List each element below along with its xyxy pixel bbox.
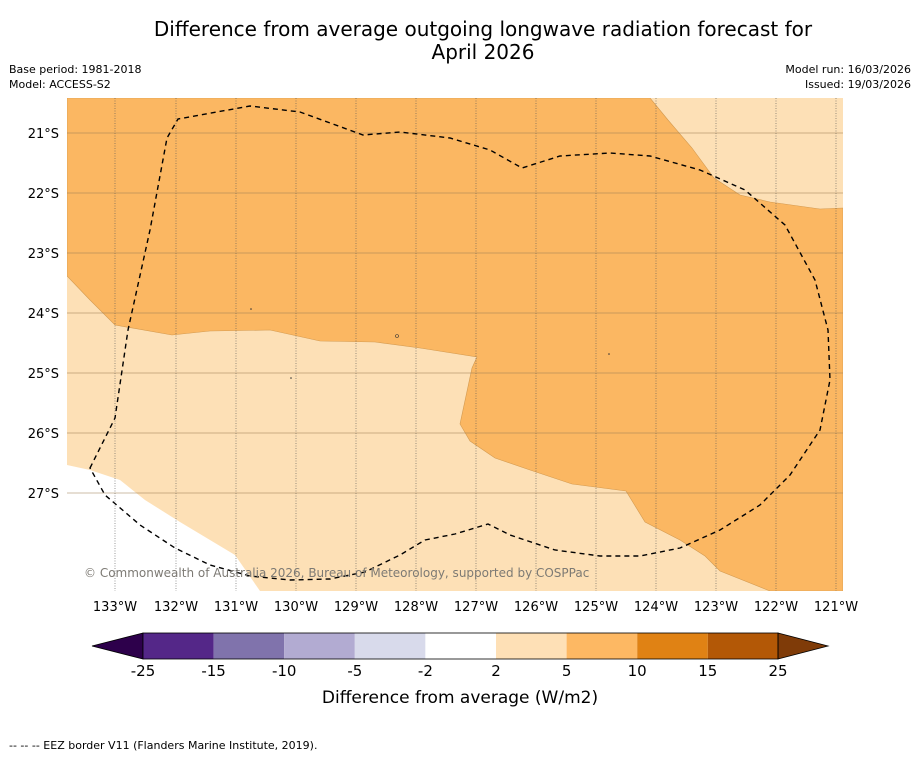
lon-label: 130°W <box>274 600 318 615</box>
lon-label: 124°W <box>634 600 678 615</box>
colorbar: -25 -15 -10 -5 -2 2 5 10 15 25 Differenc… <box>91 632 830 708</box>
lon-label: 125°W <box>574 600 618 615</box>
lat-label: 26°S <box>28 427 59 442</box>
colorbar-swatch <box>425 633 496 659</box>
meta-right: Model run: 16/03/2026 Issued: 19/03/2026 <box>785 62 911 92</box>
parallels <box>67 132 843 494</box>
colorbar-swatch <box>496 633 567 659</box>
lon-label: 123°W <box>694 600 738 615</box>
copyright-notice: © Commonwealth of Australia 2026, Bureau… <box>84 566 589 580</box>
lat-label: 22°S <box>28 187 59 202</box>
lon-label: 133°W <box>93 600 137 615</box>
islet-marker <box>250 308 252 310</box>
colorbar-tick: -15 <box>201 662 226 680</box>
issued-date: Issued: 19/03/2026 <box>804 78 911 91</box>
model-name: Model: ACCESS-S2 <box>9 78 111 91</box>
lon-label: 128°W <box>394 600 438 615</box>
model-run: Model run: 16/03/2026 <box>785 63 911 76</box>
lon-axis-labels: 133°W 132°W 131°W 130°W 129°W 128°W 127°… <box>93 600 858 615</box>
eez-legend-note: -- -- -- EEZ border V11 (Flanders Marine… <box>9 739 318 752</box>
lat-label: 24°S <box>28 307 59 322</box>
islet-marker <box>395 334 399 338</box>
colorbar-swatch <box>637 633 708 659</box>
lon-label: 131°W <box>214 600 258 615</box>
eez-border <box>89 105 831 581</box>
lat-label: 27°S <box>28 487 59 502</box>
colorbar-swatch <box>707 633 778 659</box>
lon-label: 122°W <box>754 600 798 615</box>
lat-axis-labels: 21°S 22°S 23°S 24°S 25°S 26°S 27°S <box>28 127 59 502</box>
lat-label: 21°S <box>28 127 59 142</box>
chart-title: Difference from average outgoing longwav… <box>0 18 919 64</box>
colorbar-tick: 5 <box>562 662 572 680</box>
meta-left: Base period: 1981-2018 Model: ACCESS-S2 <box>9 62 141 92</box>
map-area: © Commonwealth of Australia 2026, Bureau… <box>67 98 843 591</box>
colorbar-tick: 2 <box>491 662 501 680</box>
colorbar-tick: -5 <box>347 662 362 680</box>
lat-label: 23°S <box>28 247 59 262</box>
title-line-1: Difference from average outgoing longwav… <box>153 17 813 41</box>
colorbar-swatch <box>566 633 638 659</box>
colorbar-ticks: -25 -15 -10 -5 -2 2 5 10 15 25 <box>131 662 788 680</box>
colorbar-tick: 25 <box>768 662 787 680</box>
graticule <box>114 98 837 591</box>
base-period: Base period: 1981-2018 <box>9 63 142 76</box>
title-line-2: April 2026 <box>431 40 535 64</box>
lon-label: 132°W <box>154 600 198 615</box>
lon-label: 127°W <box>454 600 498 615</box>
colorbar-tick: 10 <box>628 662 647 680</box>
colorbar-swatch <box>284 633 355 659</box>
islet-marker <box>608 353 610 355</box>
lon-label: 129°W <box>334 600 378 615</box>
colorbar-label: Difference from average (W/m2) <box>322 688 598 708</box>
lon-label: 121°W <box>814 600 858 615</box>
region-5-to-10-main <box>67 98 843 591</box>
colorbar-tick: -10 <box>272 662 297 680</box>
colorbar-swatch <box>213 633 285 659</box>
colorbar-frame <box>142 632 779 660</box>
colorbar-swatch <box>143 633 214 659</box>
colorbar-tick: -25 <box>131 662 156 680</box>
islet-marker <box>290 377 292 379</box>
colorbar-extend-low <box>91 632 144 660</box>
colorbar-extend-high <box>777 632 830 660</box>
lon-label: 126°W <box>514 600 558 615</box>
lat-label: 25°S <box>28 367 59 382</box>
colorbar-swatch <box>354 633 426 659</box>
colorbar-tick: -2 <box>418 662 433 680</box>
colorbar-tick: 15 <box>698 662 717 680</box>
